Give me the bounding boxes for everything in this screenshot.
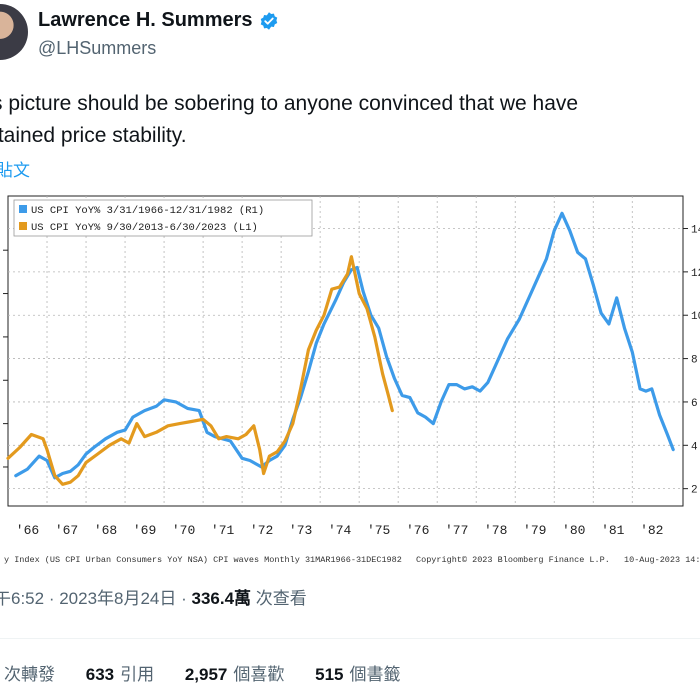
legend-swatch-1966 bbox=[19, 205, 27, 213]
chart-source-note: y Index (US CPI Urban Consumers YoY NSA)… bbox=[4, 555, 402, 565]
axis-layer: 2 4 6 8 10 12 14 '66 '67 '68 '69 '70 '71 '72 '73 '74 '75… bbox=[3, 225, 700, 538]
series-line-2013-2023 bbox=[6, 255, 394, 486]
translate-link[interactable]: 貼文 bbox=[0, 161, 30, 180]
x-tick-label: '68 bbox=[94, 523, 117, 538]
verified-badge-icon bbox=[260, 11, 277, 30]
user-handle[interactable]: @LHSummers bbox=[38, 38, 157, 58]
tweet-text: s picture should be sobering to anyone c… bbox=[0, 88, 692, 152]
right-tick-label: 6 bbox=[691, 398, 698, 410]
tweet-meta: 午6:52 · 2023年8月24日 · 336.4萬 次查看 bbox=[0, 584, 307, 609]
x-tick-label: '80 bbox=[562, 523, 585, 538]
engagement-stats: 次轉發 633 引用 2,957 個喜歡 515 個書籤 bbox=[4, 660, 427, 685]
right-tick-label: 2 bbox=[691, 485, 698, 497]
x-tick-label: '72 bbox=[250, 523, 273, 538]
chart-date-stamp: 10-Aug-2023 14:5 bbox=[624, 555, 700, 565]
chart-copyright: Copyright© 2023 Bloomberg Finance L.P. bbox=[416, 555, 610, 565]
legend-label-2013: US CPI YoY% 9/30/2013-6/30/2023 (L1) bbox=[31, 222, 258, 234]
views-count: 336.4萬 bbox=[191, 589, 252, 608]
x-tick-label: '82 bbox=[640, 523, 663, 538]
reposts-stat[interactable]: 次轉發 bbox=[4, 665, 55, 684]
x-tick-label: '67 bbox=[55, 523, 78, 538]
divider bbox=[0, 638, 700, 639]
chart-image[interactable]: 2 4 6 8 10 12 14 '66 '67 '68 '69 '70 '71 '72 '73 '74 '75… bbox=[0, 188, 700, 566]
tweet-text-line-2: ttained price stability. bbox=[0, 124, 187, 147]
tweet-time[interactable]: 午6:52 bbox=[0, 589, 45, 608]
author-name[interactable]: Lawrence H. Summers bbox=[38, 9, 279, 32]
x-tick-label: '70 bbox=[172, 523, 195, 538]
views-label: 次查看 bbox=[251, 589, 307, 608]
avatar[interactable] bbox=[0, 4, 28, 60]
x-tick-label: '79 bbox=[523, 523, 546, 538]
cpi-chart: 2 4 6 8 10 12 14 '66 '67 '68 '69 '70 '71 '72 '73 '74 '75… bbox=[3, 195, 700, 565]
likes-stat[interactable]: 2,957 個喜歡 bbox=[184, 665, 285, 684]
meta-separator-2: · bbox=[176, 589, 192, 608]
grid-layer bbox=[8, 196, 683, 506]
meta-separator: · bbox=[44, 589, 60, 608]
x-tick-label: '71 bbox=[211, 523, 235, 538]
series-layer bbox=[6, 211, 675, 486]
x-tick-label: '73 bbox=[289, 523, 312, 538]
tweet-date[interactable]: 2023年8月24日 bbox=[59, 589, 177, 608]
x-tick-label: '81 bbox=[601, 523, 625, 538]
x-tick-label: '69 bbox=[133, 523, 156, 538]
right-tick-label: 8 bbox=[691, 355, 698, 367]
right-tick-label: 12 bbox=[691, 268, 700, 280]
display-name[interactable]: Lawrence H. Summers bbox=[38, 9, 253, 31]
right-tick-label: 4 bbox=[691, 441, 698, 453]
legend-swatch-2013 bbox=[19, 222, 27, 230]
legend-label-1966: US CPI YoY% 3/31/1966-12/31/1982 (R1) bbox=[31, 205, 264, 217]
x-tick-label: '76 bbox=[406, 523, 429, 538]
tweet-text-line-1: s picture should be sobering to anyone c… bbox=[0, 92, 579, 115]
quotes-stat[interactable]: 633 引用 bbox=[85, 665, 155, 684]
right-tick-label: 14 bbox=[691, 225, 700, 237]
x-tick-label: '75 bbox=[367, 523, 390, 538]
x-tick-label: '74 bbox=[328, 523, 352, 538]
bookmarks-stat[interactable]: 515 個書籤 bbox=[315, 665, 401, 684]
legend-box bbox=[13, 199, 313, 237]
x-tick-label: '66 bbox=[16, 523, 39, 538]
series-line-1966-1982 bbox=[14, 211, 675, 480]
legend: US CPI YoY% 3/31/1966-12/31/1982 (R1) US… bbox=[13, 199, 313, 237]
plot-frame bbox=[7, 195, 684, 507]
x-tick-label: '77 bbox=[445, 523, 468, 538]
right-tick-label: 10 bbox=[691, 311, 700, 323]
x-tick-label: '78 bbox=[484, 523, 507, 538]
